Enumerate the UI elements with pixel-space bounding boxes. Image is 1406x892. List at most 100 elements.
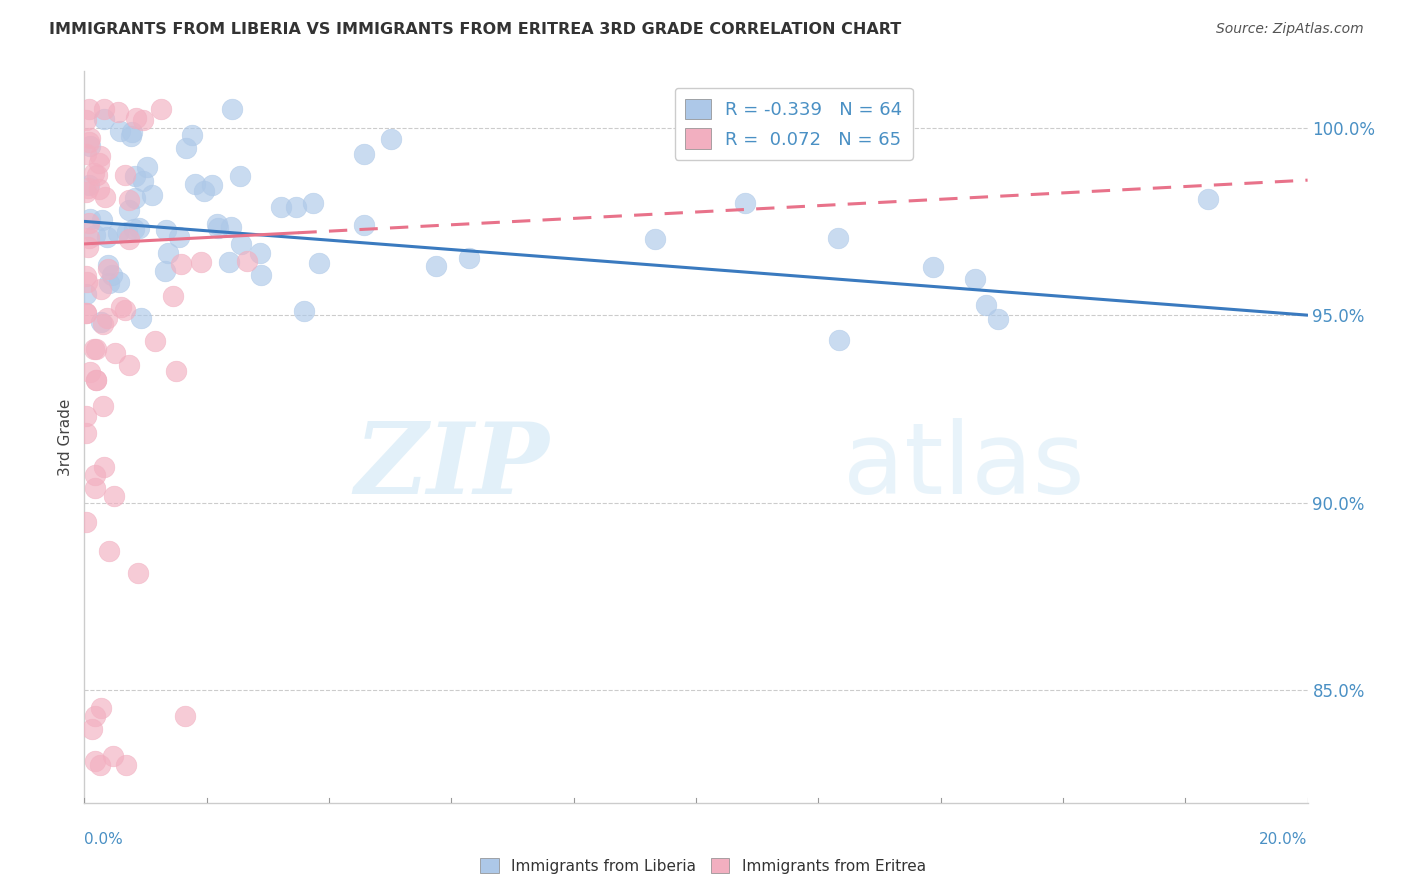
- Point: [125, 112, 148, 126]
- Point: [97, 258, 120, 272]
- Point: [249, 246, 271, 260]
- Point: [205, 217, 228, 231]
- Text: 0.0%: 0.0%: [84, 832, 124, 847]
- Point: [153, 264, 176, 278]
- Point: [128, 221, 150, 235]
- Point: [184, 177, 207, 191]
- Point: [193, 184, 215, 198]
- Text: atlas: atlas: [842, 417, 1084, 515]
- Point: [974, 298, 997, 312]
- Point: [76, 275, 98, 289]
- Point: [83, 227, 105, 242]
- Point: [90, 700, 112, 714]
- Point: [150, 102, 173, 116]
- Point: [98, 276, 121, 290]
- Point: [104, 345, 127, 359]
- Point: [96, 229, 118, 244]
- Text: 20.0%: 20.0%: [1260, 832, 1308, 847]
- Point: [122, 222, 145, 236]
- Point: [114, 758, 136, 772]
- Point: [79, 135, 101, 149]
- Point: [84, 373, 107, 387]
- Point: [132, 174, 155, 188]
- Point: [96, 310, 118, 325]
- Point: [141, 187, 163, 202]
- Point: [114, 168, 136, 182]
- Point: [83, 343, 105, 357]
- Point: [86, 373, 108, 387]
- Point: [231, 237, 253, 252]
- Point: [124, 191, 146, 205]
- Point: [121, 125, 143, 139]
- Point: [124, 169, 146, 183]
- Point: [644, 232, 666, 246]
- Y-axis label: 3rd Grade: 3rd Grade: [58, 399, 73, 475]
- Point: [107, 226, 129, 240]
- Point: [75, 185, 97, 199]
- Point: [294, 304, 316, 318]
- Point: [922, 260, 945, 274]
- Point: [79, 131, 101, 145]
- Point: [93, 102, 115, 116]
- Point: [827, 231, 849, 245]
- Point: [97, 544, 120, 558]
- Point: [107, 276, 129, 290]
- Text: ZIP: ZIP: [354, 418, 550, 515]
- Point: [101, 748, 124, 763]
- Point: [173, 709, 195, 723]
- Point: [218, 255, 240, 269]
- Point: [75, 306, 97, 320]
- Point: [308, 256, 330, 270]
- Point: [79, 365, 101, 379]
- Point: [162, 289, 184, 303]
- Point: [97, 261, 120, 276]
- Point: [284, 200, 307, 214]
- Point: [103, 489, 125, 503]
- Point: [115, 226, 138, 240]
- Point: [110, 300, 132, 314]
- Point: [127, 566, 149, 580]
- Point: [169, 257, 191, 271]
- Point: [963, 272, 986, 286]
- Point: [734, 196, 756, 211]
- Text: IMMIGRANTS FROM LIBERIA VS IMMIGRANTS FROM ERITREA 3RD GRADE CORRELATION CHART: IMMIGRANTS FROM LIBERIA VS IMMIGRANTS FR…: [49, 22, 901, 37]
- Point: [89, 149, 111, 163]
- Point: [458, 252, 481, 266]
- Point: [79, 102, 101, 116]
- Point: [221, 102, 243, 116]
- Point: [180, 128, 202, 142]
- Point: [129, 310, 152, 325]
- Point: [89, 758, 111, 772]
- Point: [91, 317, 114, 331]
- Point: [987, 311, 1010, 326]
- Point: [380, 132, 402, 146]
- Point: [77, 240, 100, 254]
- Point: [83, 467, 105, 482]
- Point: [236, 254, 259, 268]
- Point: [75, 269, 97, 284]
- Text: Source: ZipAtlas.com: Source: ZipAtlas.com: [1216, 22, 1364, 37]
- Point: [75, 409, 97, 424]
- Point: [83, 166, 105, 180]
- Point: [219, 220, 242, 235]
- Point: [93, 460, 115, 475]
- Point: [91, 213, 114, 227]
- Point: [1197, 192, 1219, 206]
- Point: [77, 217, 100, 231]
- Point: [90, 315, 112, 329]
- Point: [353, 219, 375, 233]
- Point: [114, 303, 136, 318]
- Point: [75, 425, 97, 440]
- Point: [190, 255, 212, 269]
- Point: [120, 128, 142, 143]
- Point: [77, 180, 100, 194]
- Point: [75, 287, 97, 301]
- Point: [118, 232, 141, 246]
- Legend: Immigrants from Liberia, Immigrants from Eritrea: Immigrants from Liberia, Immigrants from…: [474, 852, 932, 880]
- Point: [201, 178, 224, 192]
- Point: [75, 305, 97, 319]
- Point: [118, 359, 141, 373]
- Point: [93, 399, 115, 413]
- Point: [117, 203, 139, 218]
- Point: [135, 161, 157, 175]
